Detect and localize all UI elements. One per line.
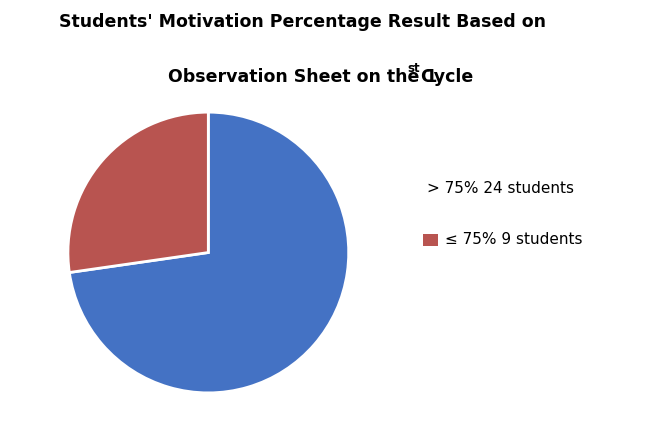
Text: > 75% 24 students: > 75% 24 students (427, 181, 574, 196)
Text: Cycle: Cycle (415, 68, 474, 86)
Text: Observation Sheet on the 1: Observation Sheet on the 1 (167, 68, 437, 86)
Wedge shape (68, 112, 208, 273)
Text: st: st (407, 62, 420, 75)
Text: ≤ 75% 9 students: ≤ 75% 9 students (445, 232, 583, 247)
Text: Students' Motivation Percentage Result Based on: Students' Motivation Percentage Result B… (59, 13, 546, 31)
Wedge shape (69, 112, 349, 393)
